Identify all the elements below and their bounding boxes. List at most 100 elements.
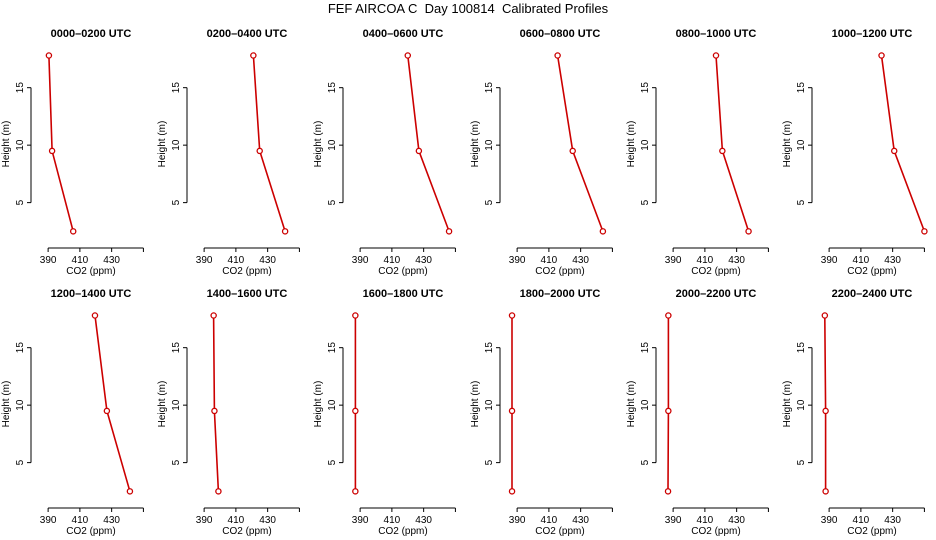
y-axis-label: Height (m)	[470, 381, 481, 428]
data-point	[352, 312, 359, 319]
panel-title: 1600–1800 UTC	[363, 288, 444, 300]
data-point	[215, 488, 222, 495]
panel-title: 0800–1000 UTC	[676, 28, 757, 40]
y-axis-label: Height (m)	[626, 121, 637, 168]
x-tick-label: 390	[665, 515, 682, 526]
x-axis-label: CO2 (ppm)	[378, 526, 427, 537]
panel-title: 1400–1600 UTC	[207, 288, 288, 300]
x-tick-label: 430	[103, 515, 120, 526]
x-axis-label: CO2 (ppm)	[66, 526, 115, 537]
x-tick-label: 410	[384, 255, 401, 266]
x-tick-label: 390	[821, 515, 838, 526]
data-point	[822, 488, 829, 495]
x-tick-label: 410	[72, 255, 89, 266]
x-tick-label: 430	[884, 255, 901, 266]
data-point	[554, 52, 561, 59]
y-tick-label: 10	[327, 139, 338, 151]
y-tick-label: 5	[327, 199, 338, 205]
data-point	[45, 52, 53, 59]
x-tick-label: 390	[665, 255, 682, 266]
x-tick-label: 430	[259, 255, 276, 266]
panel-title: 1200–1400 UTC	[51, 288, 132, 300]
profile-line	[252, 55, 286, 232]
x-tick-label: 430	[259, 515, 276, 526]
data-point	[599, 228, 607, 235]
y-axis-label: Height (m)	[470, 121, 481, 168]
data-point	[415, 147, 423, 155]
data-point	[250, 52, 257, 59]
y-tick-label: 5	[484, 199, 495, 205]
x-tick-label: 430	[884, 515, 901, 526]
profile-line	[407, 55, 450, 232]
chart-main-title: FEF AIRCOA C Day 100814 Calibrated Profi…	[327, 1, 609, 16]
data-point	[745, 228, 752, 235]
data-point	[569, 147, 576, 155]
x-tick-label: 430	[728, 515, 745, 526]
profile-line	[715, 55, 750, 232]
data-point	[665, 407, 672, 415]
y-tick-label: 5	[171, 199, 182, 205]
y-tick-label: 10	[171, 399, 182, 411]
y-tick-label: 15	[796, 82, 807, 94]
x-tick-label: 390	[509, 255, 526, 266]
panel-title: 1000–1200 UTC	[832, 28, 913, 40]
y-axis-label: Height (m)	[626, 381, 637, 428]
data-point	[822, 407, 829, 415]
x-axis-label: CO2 (ppm)	[691, 266, 740, 277]
x-tick-label: 410	[541, 515, 558, 526]
panel-title: 2200–2400 UTC	[832, 288, 913, 300]
y-tick-label: 10	[15, 399, 26, 411]
y-tick-label: 15	[15, 342, 26, 354]
y-tick-label: 15	[484, 342, 495, 354]
x-tick-label: 390	[352, 255, 369, 266]
panel-title: 1800–2000 UTC	[520, 288, 601, 300]
x-axis-label: CO2 (ppm)	[222, 266, 271, 277]
x-tick-label: 430	[415, 515, 432, 526]
x-axis-label: CO2 (ppm)	[535, 526, 584, 537]
data-point	[719, 147, 726, 155]
panel-title: 0600–0800 UTC	[520, 28, 601, 40]
data-point	[890, 147, 898, 155]
panel-title: 0000–0200 UTC	[51, 28, 132, 40]
x-tick-label: 410	[541, 255, 558, 266]
x-tick-label: 410	[228, 515, 245, 526]
x-tick-label: 390	[352, 515, 369, 526]
y-tick-label: 15	[171, 342, 182, 354]
data-point	[921, 228, 928, 235]
y-tick-label: 10	[15, 139, 26, 151]
y-tick-label: 10	[640, 399, 651, 411]
x-tick-label: 390	[509, 515, 526, 526]
x-axis-label: CO2 (ppm)	[66, 266, 115, 277]
profile-line	[824, 315, 827, 492]
data-point	[821, 312, 829, 319]
panel-title: 2000–2200 UTC	[676, 288, 757, 300]
x-axis-label: CO2 (ppm)	[222, 526, 271, 537]
y-tick-label: 5	[171, 459, 182, 465]
data-point	[878, 52, 885, 59]
data-point	[404, 52, 412, 59]
x-tick-label: 430	[415, 255, 432, 266]
y-tick-label: 10	[796, 399, 807, 411]
y-tick-label: 15	[171, 82, 182, 94]
y-axis-label: Height (m)	[1, 381, 12, 428]
x-tick-label: 430	[572, 255, 589, 266]
x-tick-label: 390	[40, 255, 57, 266]
x-tick-label: 430	[103, 255, 120, 266]
profile-line	[212, 315, 220, 492]
data-point	[508, 488, 516, 495]
data-point	[352, 488, 359, 495]
data-point	[712, 52, 720, 59]
x-axis-label: CO2 (ppm)	[847, 526, 896, 537]
y-tick-label: 5	[327, 459, 338, 465]
x-tick-label: 410	[697, 515, 714, 526]
profile-line	[94, 315, 131, 492]
data-point	[665, 312, 672, 319]
y-axis-label: Height (m)	[157, 381, 168, 428]
y-tick-label: 15	[640, 82, 651, 94]
y-tick-label: 10	[796, 139, 807, 151]
y-axis-label: Height (m)	[782, 121, 793, 168]
y-tick-label: 15	[640, 342, 651, 354]
y-tick-label: 5	[796, 459, 807, 465]
x-axis-label: CO2 (ppm)	[378, 266, 427, 277]
data-point	[210, 312, 217, 319]
